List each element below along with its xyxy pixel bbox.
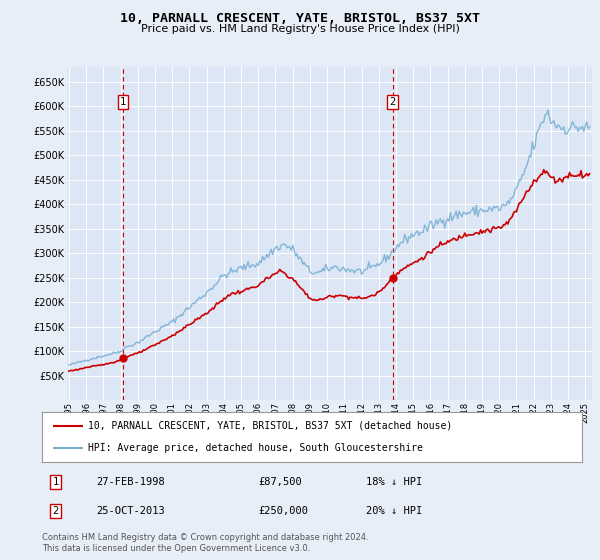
Text: 1: 1 — [52, 477, 59, 487]
Text: 10, PARNALL CRESCENT, YATE, BRISTOL, BS37 5XT: 10, PARNALL CRESCENT, YATE, BRISTOL, BS3… — [120, 12, 480, 25]
Text: 27-FEB-1998: 27-FEB-1998 — [96, 477, 165, 487]
Text: 1: 1 — [120, 97, 126, 107]
Text: HPI: Average price, detached house, South Gloucestershire: HPI: Average price, detached house, Sout… — [88, 444, 423, 454]
Text: 20% ↓ HPI: 20% ↓ HPI — [366, 506, 422, 516]
Text: £250,000: £250,000 — [258, 506, 308, 516]
Text: 25-OCT-2013: 25-OCT-2013 — [96, 506, 165, 516]
Text: Price paid vs. HM Land Registry's House Price Index (HPI): Price paid vs. HM Land Registry's House … — [140, 24, 460, 34]
Text: £87,500: £87,500 — [258, 477, 302, 487]
Text: 10, PARNALL CRESCENT, YATE, BRISTOL, BS37 5XT (detached house): 10, PARNALL CRESCENT, YATE, BRISTOL, BS3… — [88, 421, 452, 431]
Text: 2: 2 — [389, 97, 396, 107]
Text: 18% ↓ HPI: 18% ↓ HPI — [366, 477, 422, 487]
Text: 2: 2 — [52, 506, 59, 516]
Text: Contains HM Land Registry data © Crown copyright and database right 2024.
This d: Contains HM Land Registry data © Crown c… — [42, 533, 368, 553]
